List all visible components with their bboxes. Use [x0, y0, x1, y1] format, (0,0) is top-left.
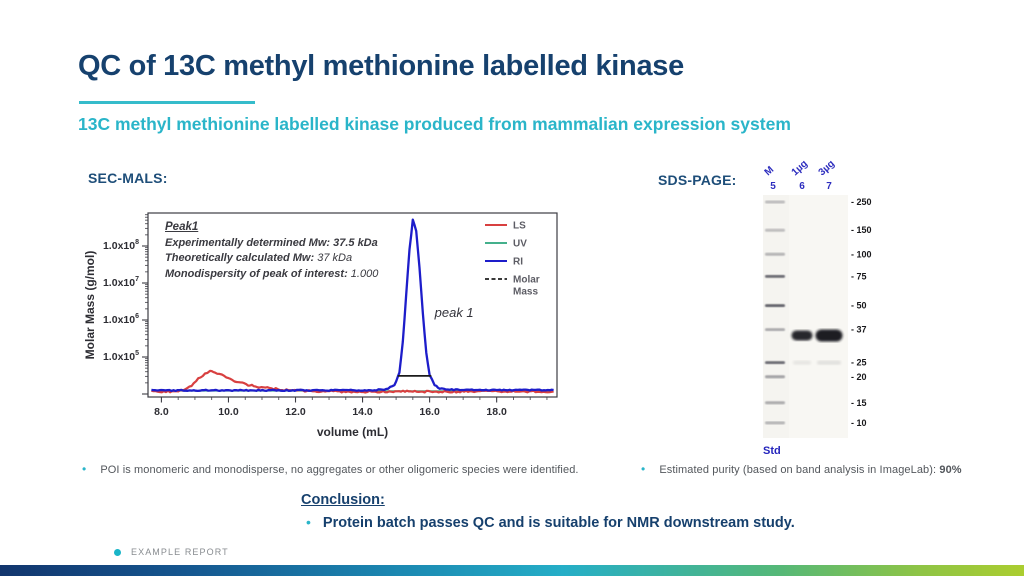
- ri-curve: [151, 218, 554, 393]
- lane-load-label: 1µg: [790, 158, 810, 178]
- marker-label: - 20: [851, 372, 867, 382]
- page-subtitle: 13C methyl methionine labelled kinase pr…: [78, 114, 791, 134]
- marker-label: - 250: [851, 197, 872, 207]
- bullet-dot-icon: •: [82, 462, 87, 476]
- tspan-shape: 6: [135, 313, 139, 320]
- lane-load-label: 3µg: [817, 158, 837, 178]
- protein-band: [793, 360, 811, 365]
- protein-band: [791, 330, 813, 341]
- annotation-label: Experimentally determined Mw:: [165, 236, 331, 249]
- x-tick-label: 8.0: [154, 406, 169, 418]
- sec-mals-bullet: • POI is monomeric and monodisperse, no a…: [82, 462, 642, 476]
- sec-mals-chart: 8.0 10.0 12.0 14.0 16.0 18.0 1.0x108 1.0x107 1.0…: [80, 200, 575, 452]
- ladder-band: [765, 401, 785, 405]
- tspan-shape: Mass: [513, 287, 538, 298]
- protein-band: [817, 360, 841, 365]
- annotation-line: Theoretically calculated Mw: 37 kDa: [165, 251, 435, 267]
- annotation-title: Peak1: [165, 221, 199, 233]
- footer-label: EXAMPLE REPORT: [131, 547, 229, 557]
- marker-label: - 10: [851, 418, 867, 428]
- peak-analysis-annotation: Peak1 Experimentally determined Mw: 37.5…: [165, 220, 435, 282]
- ladder-band: [765, 200, 785, 204]
- annotation-line: Experimentally determined Mw: 37.5 kDa: [165, 236, 435, 252]
- y-tick-label: 1.0x107: [103, 276, 139, 289]
- ladder-band: [765, 304, 785, 308]
- conclusion-bullet: • Protein batch passes QC and is suitable…: [306, 514, 795, 531]
- sec-mals-plot: 8.0 10.0 12.0 14.0 16.0 18.0 1.0x108 1.0x107 1.0…: [83, 212, 558, 439]
- lane-load-label: M: [763, 164, 777, 178]
- marker-label: - 37: [851, 325, 867, 335]
- y-tick-label: 1.0x105: [103, 350, 139, 363]
- annotation-label: Monodispersity of peak of interest:: [165, 267, 348, 280]
- x-tick-label: 10.0: [218, 406, 239, 418]
- tspan-shape: 7: [135, 276, 139, 283]
- footer-dot-icon: [114, 549, 121, 556]
- peak-1-label: peak 1: [434, 305, 474, 321]
- ladder-band: [765, 361, 785, 365]
- bullet-dot-icon: •: [641, 462, 646, 476]
- page-title: QC of 13C methyl methionine labelled kin…: [78, 50, 684, 82]
- sds-page-gel: - 250 - 150 - 100 - 75 - 50 - 37 - 25 - 20 - 15 -…: [745, 158, 995, 468]
- bullet-dot-icon: •: [306, 514, 311, 530]
- marker-label: - 50: [851, 301, 867, 311]
- y-axis-title: Molar Mass (g/mol): [83, 251, 97, 360]
- y-tick-label: 1.0x108: [103, 239, 139, 252]
- purity-text: Estimated purity (based on band analysis…: [659, 464, 961, 476]
- sec-mals-heading: SEC-MALS:: [88, 170, 168, 186]
- tspan-shape: 8: [135, 239, 139, 246]
- ladder-band: [765, 328, 785, 332]
- title-underline: [79, 101, 255, 104]
- std-label: Std: [763, 445, 781, 457]
- x-tick-label: 12.0: [285, 406, 306, 418]
- protein-band: [815, 329, 843, 342]
- lane-number-label: 6: [799, 181, 805, 192]
- x-tick-label: 14.0: [352, 406, 373, 418]
- x-tick-label: 16.0: [419, 406, 440, 418]
- x-axis-title: volume (mL): [317, 425, 388, 439]
- marker-label: - 75: [851, 271, 867, 281]
- sds-page-heading: SDS-PAGE:: [658, 172, 737, 188]
- bottom-gradient-bar: [0, 565, 1024, 576]
- ladder-band: [765, 252, 785, 256]
- legend-label: LS: [513, 221, 526, 232]
- gel-sample-area: [789, 195, 848, 438]
- sds-page-bullet: • Estimated purity (based on band analysi…: [641, 462, 1011, 476]
- annotation-value: 37 kDa: [314, 252, 353, 264]
- tspan-shape: 5: [135, 350, 139, 357]
- annotation-line: Monodispersity of peak of interest: 1.00…: [165, 267, 435, 283]
- annotation-value: 37.5 kDa: [330, 236, 378, 249]
- lane-number-label: 5: [770, 181, 776, 192]
- annotation-value: 1.000: [347, 267, 379, 280]
- legend-label: UV: [513, 239, 527, 250]
- legend-label: RI: [513, 257, 523, 268]
- legend-label: Molar Mass: [513, 275, 540, 298]
- purity-value: 90%: [939, 464, 962, 476]
- ladder-band: [765, 228, 785, 232]
- ladder-band: [765, 375, 785, 379]
- conclusion-text: Protein batch passes QC and is suitable …: [322, 515, 795, 531]
- gel-image: - 250 - 150 - 100 - 75 - 50 - 37 - 25 - 20 - 15 -…: [763, 158, 872, 457]
- lane-number-label: 7: [826, 181, 832, 192]
- marker-label: - 25: [851, 358, 867, 368]
- annotation-label: Theoretically calculated Mw:: [165, 252, 315, 264]
- y-tick-label: 1.0x106: [103, 313, 139, 326]
- sec-mals-bullet-text: POI is monomeric and monodisperse, no ag…: [100, 464, 579, 476]
- x-tick-label: 18.0: [486, 406, 507, 418]
- marker-label: - 15: [851, 398, 867, 408]
- marker-label: - 100: [851, 249, 872, 259]
- conclusion-heading: Conclusion:: [301, 492, 385, 508]
- ladder-band: [765, 274, 785, 278]
- ladder-band: [765, 421, 785, 425]
- marker-label: - 150: [851, 225, 872, 235]
- purity-label: Estimated purity (based on band analysis…: [659, 464, 940, 476]
